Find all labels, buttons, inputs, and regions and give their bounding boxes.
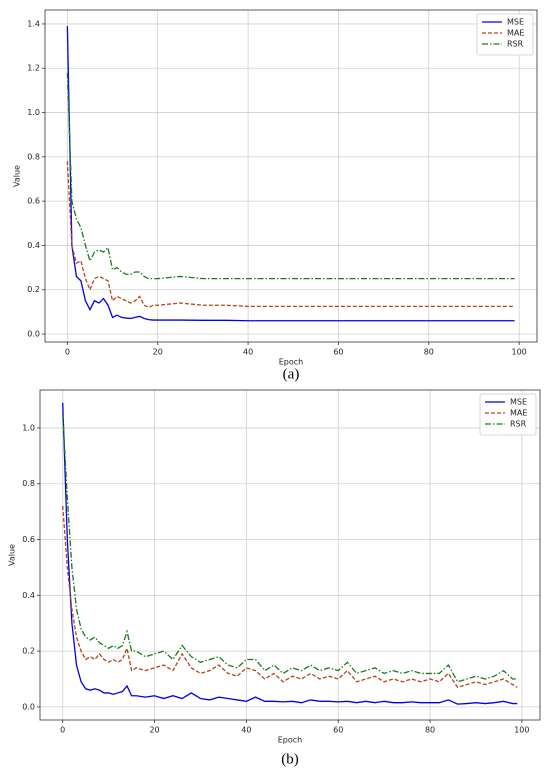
x-tick-label: 80 [425, 726, 435, 735]
y-tick-label: 0.2 [22, 647, 35, 656]
y-tick-label: 0.0 [22, 702, 35, 711]
y-tick-label: 0.8 [27, 152, 40, 161]
series-line [62, 505, 518, 689]
plot-area [45, 10, 537, 342]
legend-label: RSR [510, 420, 527, 429]
y-tick-label: 0.0 [27, 330, 40, 339]
x-tick-label: 80 [424, 348, 434, 357]
subplot: 0 20 40 60 80 100 0.0 0.2 0.4 0.6 0.8 1.0 Epoch Value… [8, 389, 541, 745]
legend-label: MAE [507, 29, 524, 38]
y-axis-label: Value [8, 544, 17, 566]
plot-area [40, 390, 540, 720]
y-tick-label: 1.0 [27, 108, 40, 117]
axes-frame [39, 389, 541, 721]
y-tick-label: 0.8 [22, 479, 35, 488]
x-tick-label: 0 [65, 348, 70, 357]
series-line [66, 26, 515, 322]
series-line [62, 413, 518, 683]
series-line [66, 161, 515, 309]
x-tick-label: 100 [512, 348, 527, 357]
legend-label: MAE [510, 409, 527, 418]
series-line [66, 72, 515, 280]
y-axis-label: Value [13, 165, 22, 187]
x-axis-label: Epoch [279, 358, 304, 367]
y-tick-label: 0.4 [22, 591, 35, 600]
x-tick-label: 100 [514, 726, 529, 735]
x-tick-label: 60 [333, 348, 343, 357]
x-tick-label: 20 [149, 726, 159, 735]
x-tick-label: 0 [60, 726, 65, 735]
y-tick-label: 1.2 [27, 64, 40, 73]
x-tick-label: 20 [153, 348, 163, 357]
y-tick-label: 1.0 [22, 423, 35, 432]
series-line [62, 402, 518, 705]
legend-label: MSE [507, 18, 524, 27]
y-tick-label: 1.4 [27, 19, 40, 28]
subplot: 0 20 40 60 80 100 0.0 0.2 0.4 0.6 0.8 1.0 1.2 1.4 Epoc… [13, 9, 538, 367]
y-tick-label: 0.4 [27, 241, 40, 250]
x-tick-label: 40 [241, 726, 251, 735]
caption: (a) [283, 366, 300, 382]
x-tick-label: 60 [333, 726, 343, 735]
legend-label: MSE [510, 398, 527, 407]
legend-label: RSR [507, 40, 524, 49]
legend-box [476, 13, 534, 56]
caption: (b) [281, 751, 299, 767]
legend-box [479, 393, 537, 436]
x-tick-label: 40 [243, 348, 253, 357]
y-tick-label: 0.6 [27, 197, 40, 206]
y-tick-label: 0.6 [22, 535, 35, 544]
x-axis-label: Epoch [278, 736, 303, 745]
axes-frame [44, 9, 538, 343]
y-tick-label: 0.2 [27, 285, 40, 294]
